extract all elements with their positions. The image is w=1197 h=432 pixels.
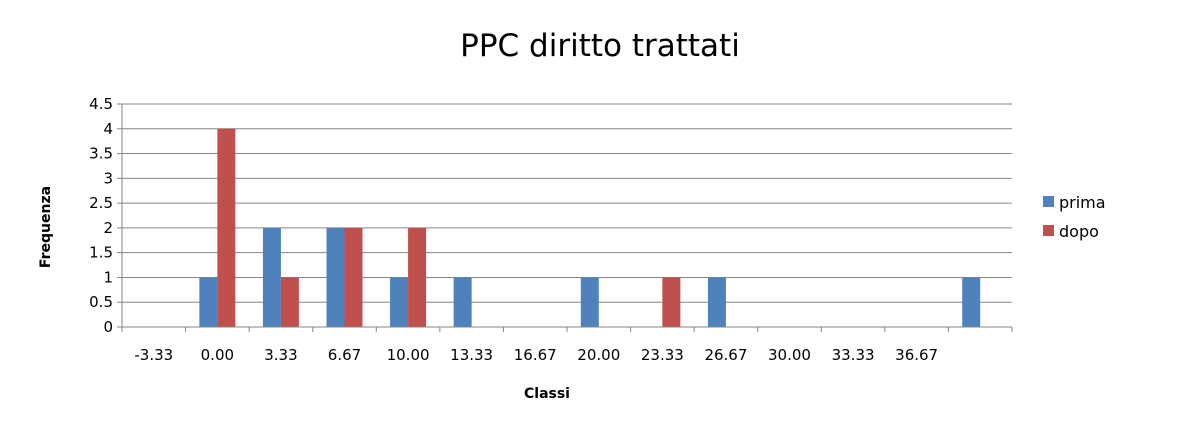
bar-dopo (408, 227, 427, 327)
bar-prima (262, 227, 281, 327)
y-tick-label: 2.5 (89, 194, 113, 212)
bar-prima (962, 277, 981, 327)
bars (199, 128, 981, 327)
x-tick-label: 33.33 (832, 346, 875, 364)
legend-swatch-prima (1043, 196, 1054, 207)
bar-dopo (344, 227, 363, 327)
x-tick-label: -3.33 (134, 346, 173, 364)
bar-dopo (280, 277, 299, 327)
y-tick-label: 3 (103, 169, 113, 187)
bar-prima (453, 277, 472, 327)
x-tick-label: 6.67 (328, 346, 361, 364)
legend: prima dopo (1043, 193, 1106, 241)
bar-prima (707, 277, 726, 327)
x-tick-labels: -3.33 0.00 3.33 6.67 10.00 13.33 16.67 20.00 23.… (134, 346, 938, 364)
y-tick-label: 3.5 (89, 145, 113, 163)
x-tick-label: 36.67 (895, 346, 938, 364)
y-tick-label: 1.5 (89, 244, 113, 262)
gridlines (122, 103, 1012, 303)
legend-label-prima: prima (1059, 193, 1106, 212)
bar-prima (390, 277, 409, 327)
axes (117, 103, 1013, 332)
bar-dopo (662, 277, 681, 327)
y-tick-label: 4 (103, 120, 113, 138)
y-tick-label: 1 (103, 268, 113, 286)
y-tick-label: 2 (103, 219, 113, 237)
x-tick-label: 13.33 (450, 346, 493, 364)
bar-prima (199, 277, 218, 327)
legend-swatch-dopo (1043, 225, 1054, 236)
y-tick-label: 0 (103, 318, 113, 336)
x-tick-label: 20.00 (577, 346, 620, 364)
x-tick-label: 0.00 (201, 346, 234, 364)
bar-prima (326, 227, 345, 327)
bar-dopo (217, 128, 236, 327)
bar-prima (580, 277, 599, 327)
x-axis-title: Classi (524, 386, 570, 402)
y-axis-title: Frequenza (38, 186, 54, 268)
x-tick-label: 23.33 (641, 346, 684, 364)
chart-title: PPC diritto trattati (460, 28, 740, 64)
x-tick-label: 30.00 (768, 346, 811, 364)
x-tick-label: 16.67 (514, 346, 557, 364)
x-tick-label: 26.67 (704, 346, 747, 364)
y-tick-labels: 0 0.5 1 1.5 2 2.5 3 3.5 4 4.5 (89, 95, 113, 336)
x-tick-label: 10.00 (387, 346, 430, 364)
legend-label-dopo: dopo (1059, 222, 1099, 241)
x-tick-label: 3.33 (264, 346, 297, 364)
y-tick-label: 4.5 (89, 95, 113, 113)
y-tick-label: 0.5 (89, 293, 113, 311)
